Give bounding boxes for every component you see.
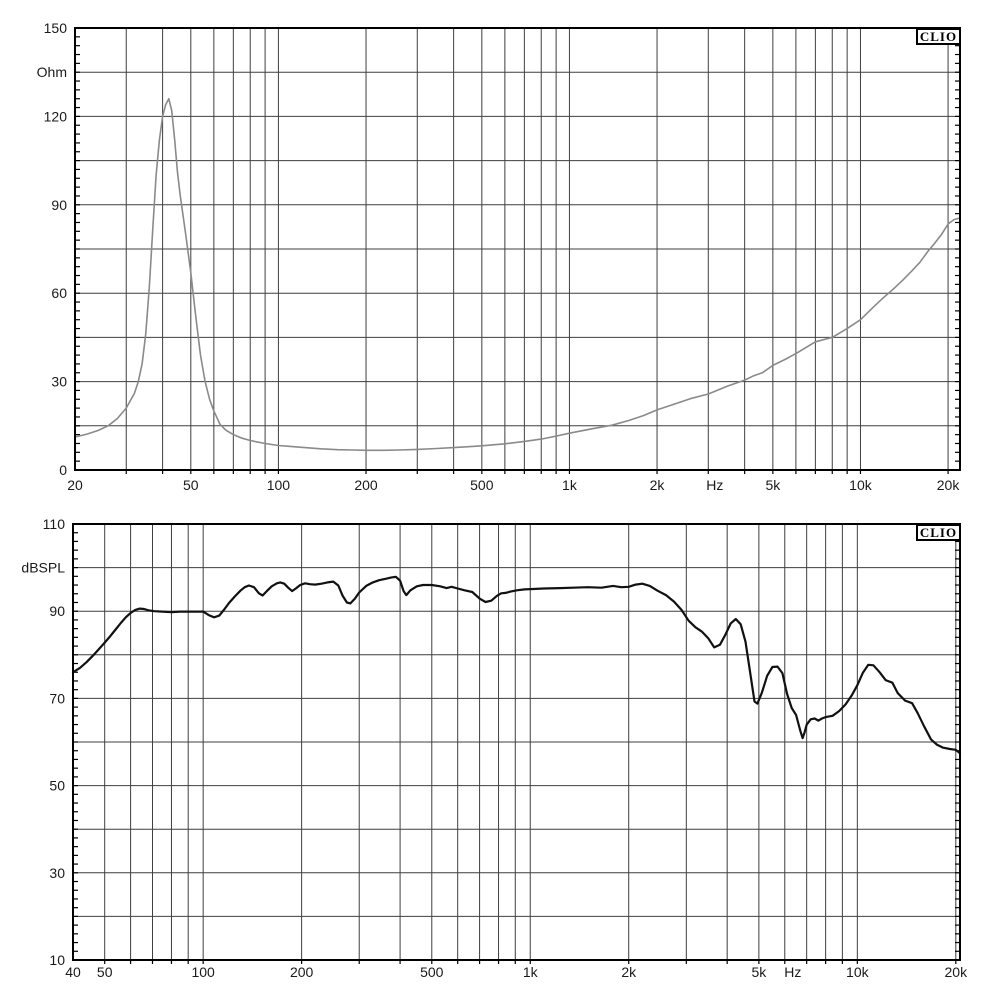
x-tick-label: Hz — [706, 477, 723, 493]
x-tick-label: 20 — [67, 477, 83, 493]
y-tick-label: 0 — [59, 462, 67, 478]
y-tick-label: 120 — [44, 108, 68, 124]
x-tick-label: 1k — [562, 477, 578, 493]
x-tick-label: 200 — [290, 964, 314, 980]
y-tick-label: 50 — [49, 778, 65, 794]
x-tick-label: 100 — [191, 964, 215, 980]
y-tick-label: 110 — [43, 516, 66, 532]
x-tick-label: 10k — [846, 964, 870, 980]
x-tick-label: 500 — [470, 477, 494, 493]
y-tick-label: 90 — [49, 603, 65, 619]
spl-response-curve — [71, 575, 962, 755]
x-tick-label: 1k — [523, 964, 539, 980]
x-tick-label: 200 — [354, 477, 378, 493]
x-tick-label: 20k — [937, 477, 961, 493]
impedance-chart: 150 120 90 60 30 0 Ohm 20 50 100 200 500 1k 2k Hz 5k 10k… — [37, 20, 961, 493]
clio-logo: CLIO — [916, 524, 961, 541]
x-tick-label: 50 — [97, 964, 113, 980]
x-tick-label: 20k — [945, 964, 969, 980]
y-tick-label: 150 — [44, 20, 68, 36]
x-tick-label: 50 — [183, 477, 199, 493]
y-tick-label: 10 — [49, 952, 65, 968]
plot-frame — [74, 27, 961, 471]
x-tick-label: 2k — [650, 477, 666, 493]
x-tick-label: 500 — [420, 964, 444, 980]
spl-response-chart: 110 90 70 50 30 10 dBSPL 40 50 100 200 500 1k 2k 5k Hz 1… — [21, 516, 969, 980]
plot-frame — [72, 523, 961, 961]
y-unit-label: dBSPL — [21, 560, 65, 576]
y-unit-label: Ohm — [37, 64, 67, 80]
x-tick-label: 5k — [751, 964, 767, 980]
y-tick-label: 70 — [49, 690, 65, 706]
y-tick-label: 30 — [51, 374, 67, 390]
x-tick-label: 40 — [65, 964, 81, 980]
x-tick-label: 10k — [849, 477, 873, 493]
x-tick-label: 100 — [267, 477, 291, 493]
x-tick-label: Hz — [784, 964, 801, 980]
x-tick-label: 5k — [765, 477, 781, 493]
clio-logo: CLIO — [916, 28, 961, 45]
x-tick-label: 2k — [621, 964, 637, 980]
y-tick-label: 60 — [51, 285, 67, 301]
y-tick-label: 30 — [49, 865, 65, 881]
y-tick-label: 90 — [51, 197, 67, 213]
impedance-curve — [74, 97, 961, 452]
